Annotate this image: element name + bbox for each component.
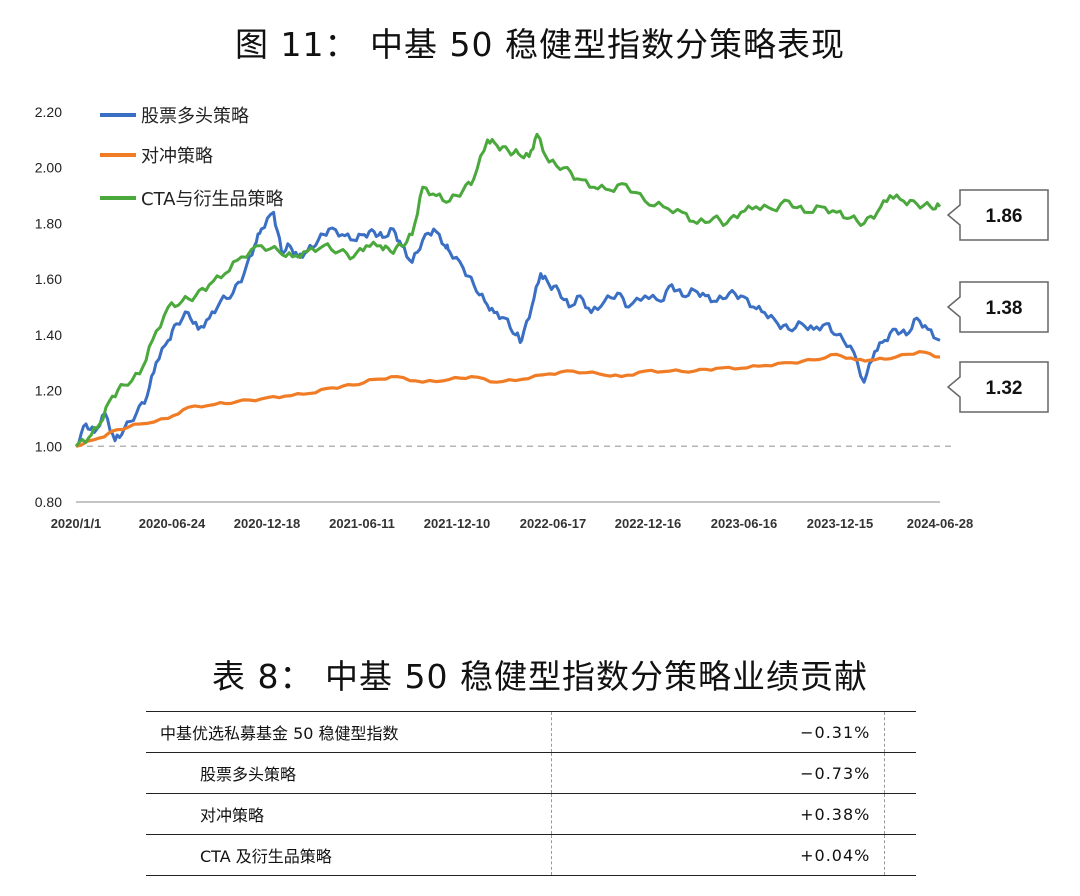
- series-line: [75, 210, 941, 448]
- legend-label: 对冲策略: [141, 146, 213, 167]
- y-tick-label: 1.80: [35, 215, 62, 231]
- y-tick-label: 1.60: [35, 271, 62, 287]
- x-tick-label: 2020-12-18: [234, 516, 301, 531]
- series-line: [75, 350, 941, 448]
- performance-table: 中基优选私募基金 50 稳健型指数 −0.31% 股票多头策略 −0.73% 对…: [146, 711, 916, 876]
- x-tick-label: 2023-06-16: [711, 516, 778, 531]
- y-tick-label: 1.20: [35, 383, 62, 399]
- x-axis-ticks: 2020/1/1 2020-06-24 2020-12-18 2021-06-11 20…: [51, 516, 974, 531]
- row-value: −0.31%: [551, 711, 885, 753]
- x-tick-label: 2021-12-10: [424, 516, 491, 531]
- value-callout-label: 1.38: [986, 298, 1023, 319]
- row-name: 对冲策略: [146, 793, 553, 835]
- strategy-line-chart: 0.80 1.00 1.20 1.40 1.60 1.80 2.00 2.20 2020/1/…: [35, 104, 1049, 531]
- row-name: 股票多头策略: [146, 752, 553, 794]
- x-tick-label: 2023-12-15: [807, 516, 874, 531]
- legend-label: 股票多头策略: [141, 106, 249, 127]
- legend-label: CTA与衍生品策略: [141, 189, 283, 210]
- x-tick-label: 2022-06-17: [520, 516, 587, 531]
- x-tick-label: 2021-06-11: [329, 516, 395, 531]
- figure-title: 图 11： 中基 50 稳健型指数分策略表现: [235, 25, 845, 64]
- row-spacer: [884, 834, 916, 876]
- y-tick-label: 0.80: [35, 494, 62, 510]
- table-row: 对冲策略 +0.38%: [146, 793, 916, 835]
- x-tick-label: 2024-06-28: [907, 516, 974, 531]
- series-lines: [74, 132, 942, 448]
- x-tick-label: 2020-06-24: [139, 516, 206, 531]
- value-callout-label: 1.32: [986, 378, 1023, 399]
- row-name: CTA 及衍生品策略: [146, 834, 553, 876]
- row-spacer: [884, 711, 916, 753]
- y-tick-label: 2.20: [35, 104, 62, 120]
- y-tick-label: 2.00: [35, 160, 62, 176]
- table-row: 股票多头策略 −0.73%: [146, 752, 916, 794]
- value-callout-box: [946, 281, 1049, 333]
- value-callout-label: 1.86: [986, 206, 1023, 227]
- table-title: 表 8： 中基 50 稳健型指数分策略业绩贡献: [212, 657, 868, 696]
- row-value: +0.38%: [551, 793, 885, 835]
- y-axis-ticks: 0.80 1.00 1.20 1.40 1.60 1.80 2.00 2.20: [35, 104, 62, 510]
- table-row: CTA 及衍生品策略 +0.04%: [146, 834, 916, 876]
- row-spacer: [884, 793, 916, 835]
- x-tick-label: 2020/1/1: [51, 516, 102, 531]
- x-tick-label: 2022-12-16: [615, 516, 682, 531]
- y-tick-label: 1.40: [35, 327, 62, 343]
- row-name: 中基优选私募基金 50 稳健型指数: [146, 711, 553, 753]
- row-value: +0.04%: [551, 834, 885, 876]
- row-value: −0.73%: [551, 752, 885, 794]
- row-spacer: [884, 752, 916, 794]
- value-callouts: 1.86 1.38 1.32: [946, 189, 1049, 413]
- y-tick-label: 1.00: [35, 438, 62, 454]
- value-callout-box: [946, 361, 1049, 413]
- table-row: 中基优选私募基金 50 稳健型指数 −0.31%: [146, 711, 916, 753]
- series-line: [74, 132, 942, 448]
- value-callout-box: [946, 189, 1049, 241]
